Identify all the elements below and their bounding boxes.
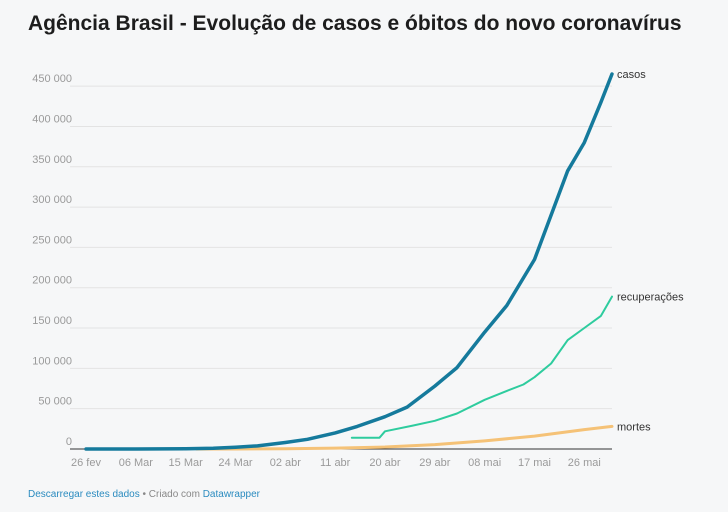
- footer-separator: • Criado com: [139, 489, 203, 500]
- chart-footer: Descarregar estes dados • Criado com Dat…: [28, 489, 260, 500]
- y-tick-label: 300 000: [32, 194, 72, 206]
- series-line-1: [350, 295, 613, 439]
- y-tick-label: 0: [66, 436, 72, 448]
- y-tick-label: 100 000: [32, 355, 72, 367]
- series-label: mortes: [617, 421, 651, 433]
- datawrapper-link[interactable]: Datawrapper: [202, 489, 260, 500]
- x-tick-label: 11 abr: [320, 457, 351, 469]
- x-tick-label: 06 Mar: [119, 457, 154, 469]
- x-tick-label: 17 mai: [518, 457, 551, 469]
- y-tick-label: 50 000: [38, 396, 72, 408]
- x-tick-label: 29 abr: [419, 457, 451, 469]
- x-tick-label: 08 mai: [468, 457, 501, 469]
- chart-title: Agência Brasil - Evolução de casos e óbi…: [28, 12, 682, 35]
- y-tick-label: 150 000: [32, 315, 72, 327]
- x-tick-label: 26 mai: [568, 457, 601, 469]
- series-label: casos: [617, 69, 646, 81]
- x-tick-label: 02 abr: [270, 457, 302, 469]
- x-tick-label: 20 abr: [369, 457, 401, 469]
- y-tick-label: 400 000: [32, 113, 72, 125]
- x-tick-label: 15 Mar: [169, 457, 204, 469]
- series-line-0: [84, 72, 614, 451]
- series-label: recuperações: [617, 292, 684, 304]
- y-tick-label: 450 000: [32, 73, 72, 85]
- y-tick-label: 200 000: [32, 275, 72, 287]
- series-line-2: [195, 424, 614, 451]
- download-data-link[interactable]: Descarregar estes dados: [28, 489, 140, 500]
- x-tick-label: 26 fev: [71, 457, 101, 469]
- y-tick-label: 350 000: [32, 154, 72, 166]
- y-tick-label: 250 000: [32, 234, 72, 246]
- x-tick-label: 24 Mar: [218, 457, 253, 469]
